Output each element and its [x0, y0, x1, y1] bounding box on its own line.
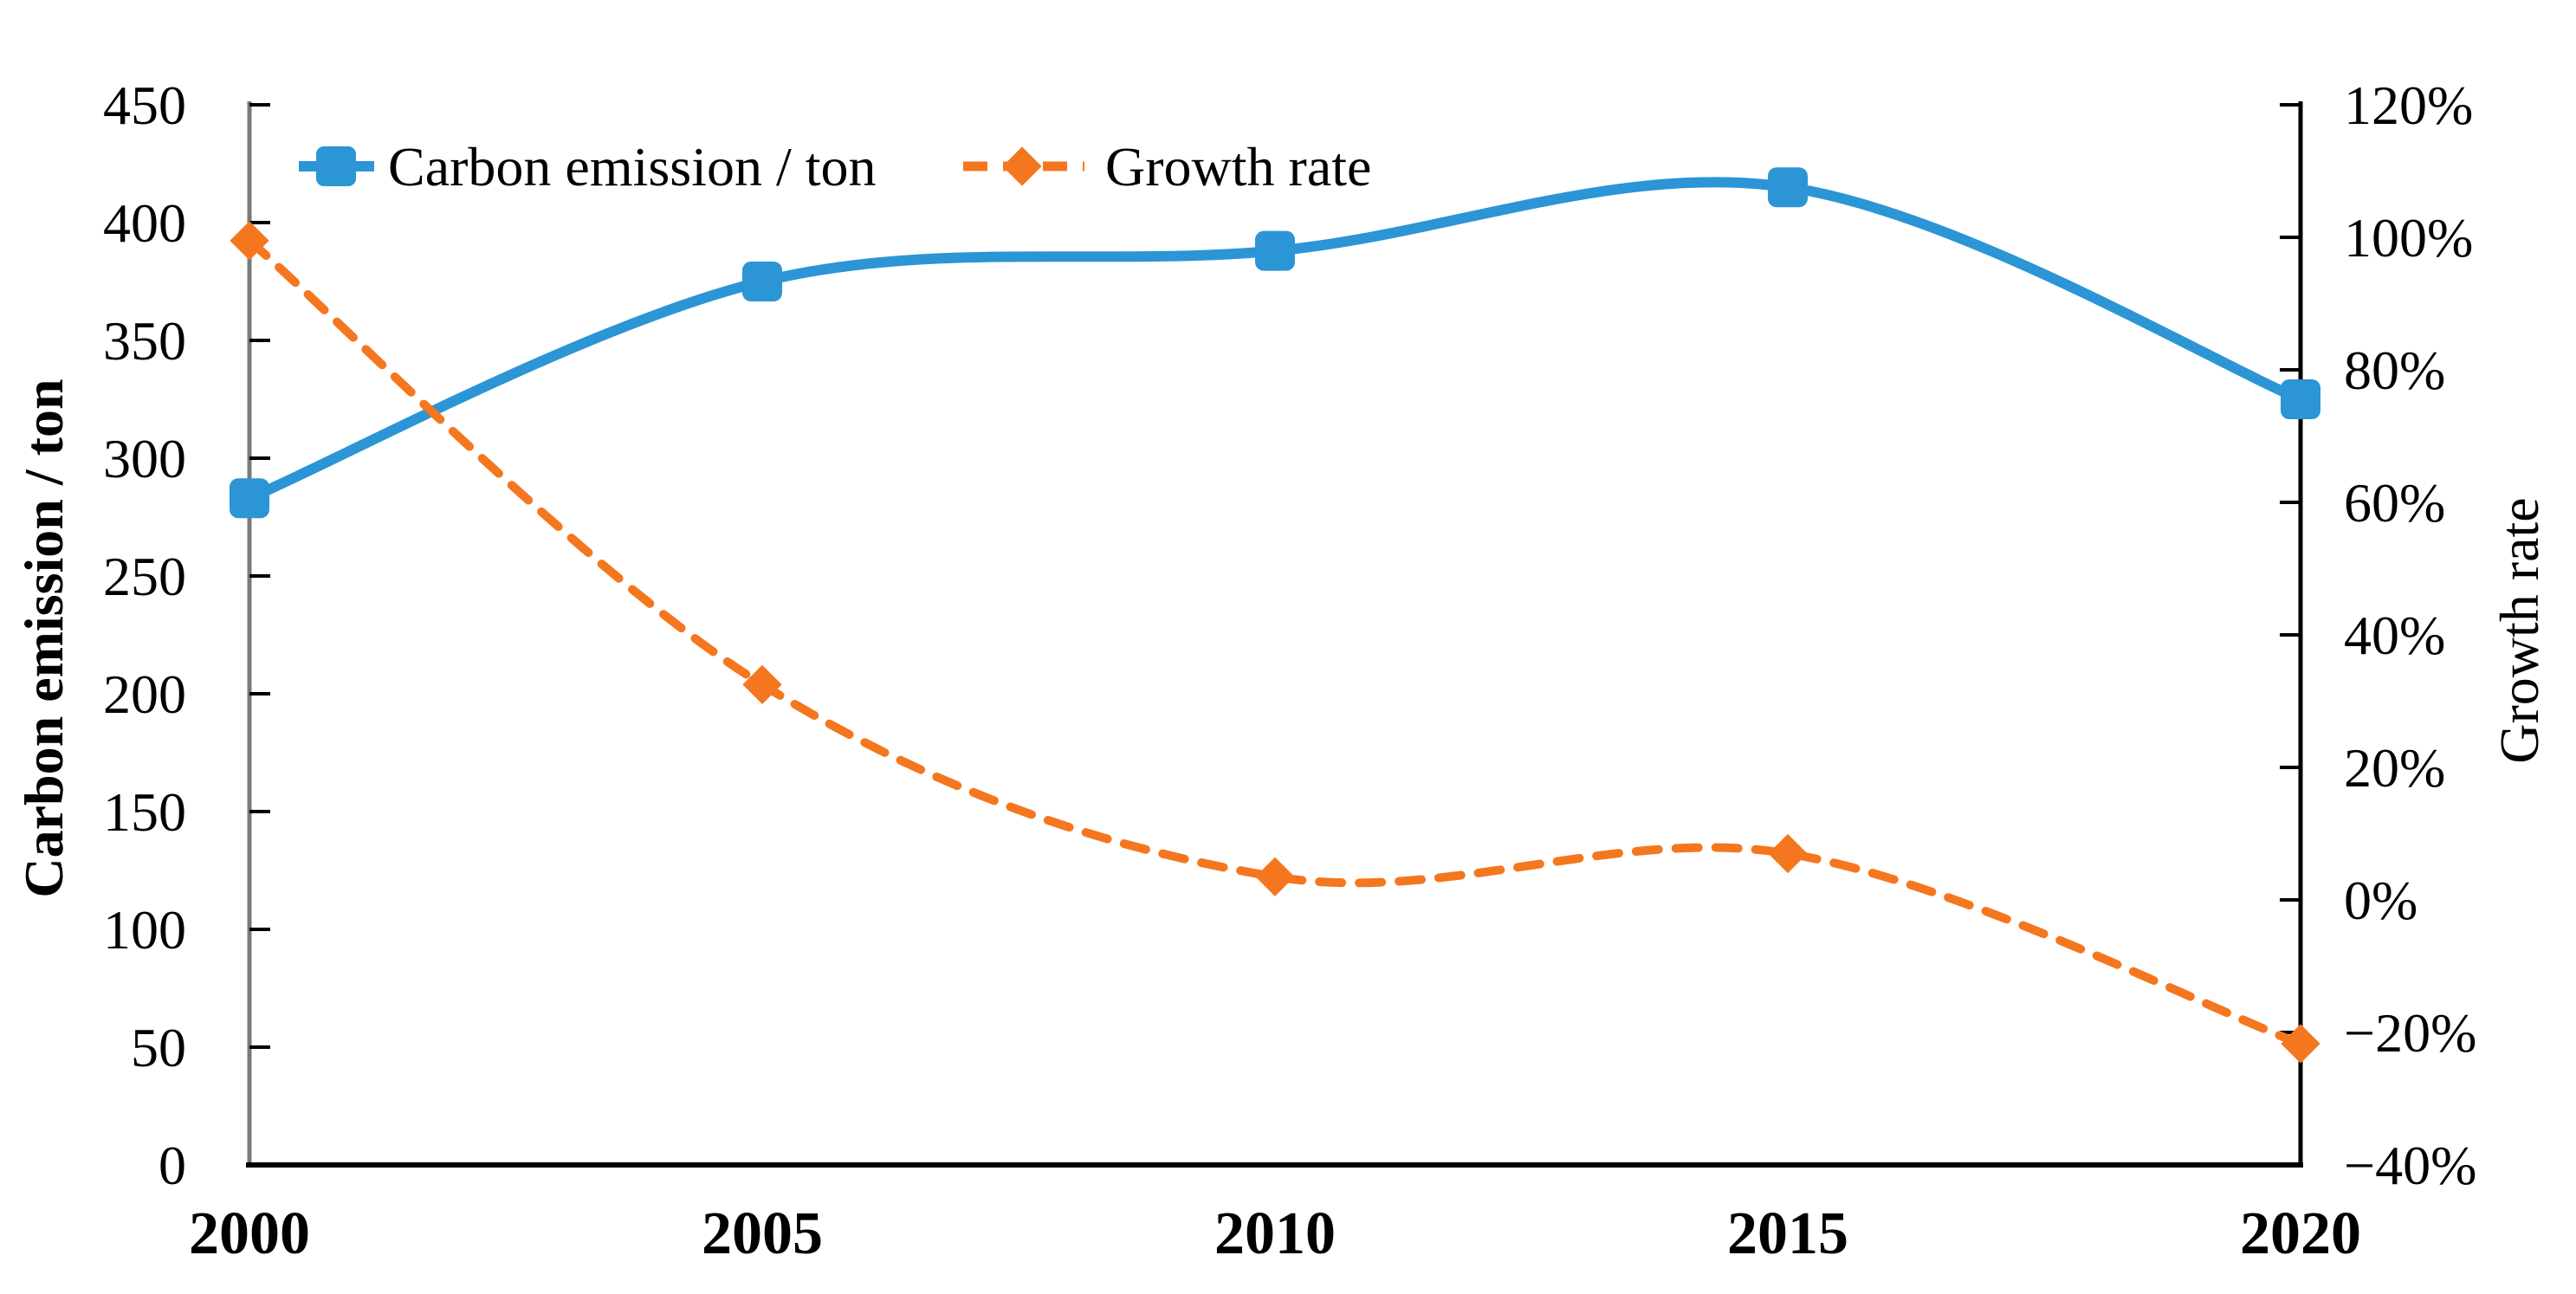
legend-item-growth-rate: Growth rate	[963, 136, 1371, 197]
y-left-tick-label: 250	[103, 546, 186, 607]
left-axis-title: Carbon emission / ton	[13, 378, 74, 897]
y-left-tick-label: 300	[103, 428, 186, 489]
legend-marker-diamond	[1002, 146, 1042, 186]
growth-rate-marker	[1255, 857, 1295, 896]
x-tick-label: 2020	[2240, 1200, 2361, 1267]
x-tick-label: 2010	[1214, 1200, 1336, 1267]
x-tick-label: 2000	[189, 1200, 310, 1267]
legend-item-carbon-emission: Carbon emission / ton	[299, 136, 877, 197]
carbon-emission-line	[244, 177, 2306, 504]
y-left-tick-label: 400	[103, 192, 186, 254]
x-tick-label: 2005	[702, 1200, 823, 1267]
y-right-tick-label: 60%	[2344, 472, 2445, 534]
y-left-tick-label: 350	[103, 310, 186, 372]
carbon-emission-marker	[742, 262, 782, 301]
y-right-tick-label: 40%	[2344, 605, 2445, 666]
x-tick-label: 2015	[1727, 1200, 1848, 1267]
carbon-emission-marker	[1768, 167, 1808, 208]
legend-label-growth-rate: Growth rate	[1105, 136, 1371, 197]
y-right-tick-label: 20%	[2344, 737, 2445, 799]
y-left-tick-label: 0	[159, 1135, 186, 1196]
carbon-emission-marker	[230, 478, 269, 519]
carbon-emission-marker	[1255, 230, 1295, 271]
y-left-tick-label: 100	[103, 899, 186, 961]
carbon-emission-marker	[2281, 379, 2320, 419]
y-left-tick-label: 450	[103, 74, 186, 136]
y-right-tick-label: 120%	[2344, 74, 2473, 136]
y-right-tick-label: 80%	[2344, 340, 2445, 401]
legend: Carbon emission / ton Growth rate	[299, 136, 1371, 197]
y-right-tick-label: −20%	[2344, 1002, 2476, 1064]
growth-rate-marker	[1768, 833, 1808, 874]
y-right-tick-label: −40%	[2344, 1135, 2476, 1196]
legend-marker-square	[316, 146, 356, 186]
plot-area: 0 50 100 150 200 250 300 350 400 450 −40% −20% 0% 20%…	[103, 74, 2476, 1267]
right-axis-title: Growth rate	[2489, 497, 2550, 763]
y-right-tick-label: 0%	[2344, 870, 2417, 931]
y-right-tick-label: 100%	[2344, 207, 2473, 269]
y-left-tick-label: 200	[103, 663, 186, 725]
growth-rate-marker	[2281, 1024, 2320, 1064]
y-left-tick-label: 150	[103, 781, 186, 843]
legend-label-carbon-emission: Carbon emission / ton	[388, 136, 877, 197]
growth-rate-marker	[742, 664, 782, 705]
growth-rate-line	[245, 236, 2305, 1049]
y-left-tick-label: 50	[131, 1017, 186, 1078]
